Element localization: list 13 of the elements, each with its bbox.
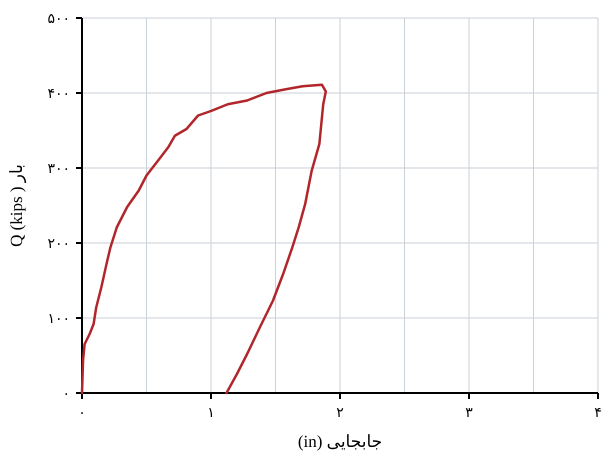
ytick: ۰ bbox=[62, 387, 70, 402]
ytick: ۱۰۰ bbox=[47, 312, 70, 327]
ylabel: Q (kips ) بار bbox=[7, 164, 26, 247]
xtick: ۲ bbox=[336, 406, 344, 421]
xtick: ۴ bbox=[594, 406, 602, 421]
ytick: ۲۰۰ bbox=[47, 237, 70, 252]
xtick: ۰ bbox=[78, 406, 86, 421]
xtick: ۳ bbox=[465, 406, 473, 421]
ytick: ۳۰۰ bbox=[47, 162, 70, 177]
xlabel: (in) جابجایی bbox=[298, 432, 382, 451]
ytick: ۴۰۰ bbox=[47, 87, 70, 102]
ytick: ۵۰۰ bbox=[47, 12, 70, 27]
xtick: ۱ bbox=[207, 406, 215, 421]
